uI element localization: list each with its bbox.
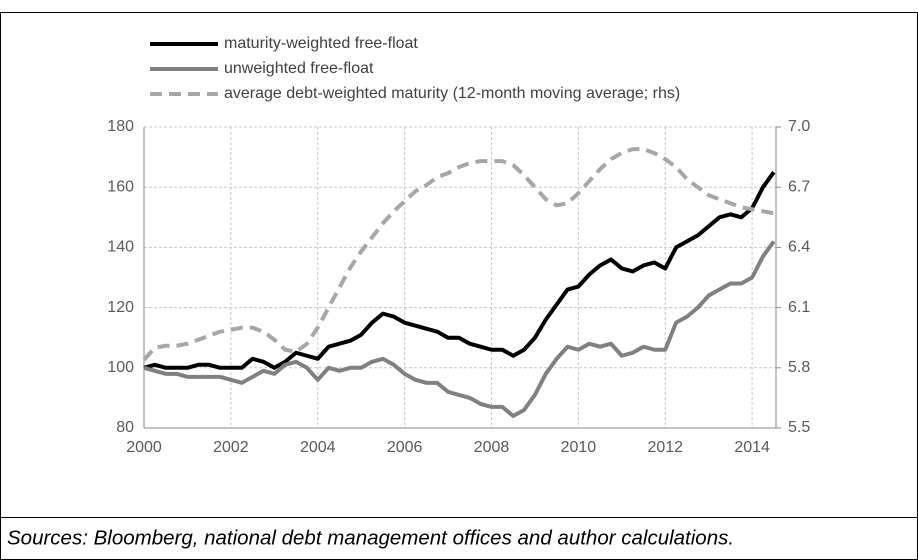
x-tick-label: 2008: [474, 439, 510, 456]
x-tick-label: 2002: [213, 439, 249, 456]
y2-tick-label: 6.4: [788, 239, 810, 256]
y-tick-label: 140: [107, 239, 134, 256]
series-line: [143, 170, 776, 370]
x-tick-label: 2006: [387, 439, 423, 456]
y-tick-label: 160: [107, 178, 134, 195]
y-tick-label: 180: [107, 118, 134, 135]
legend-label: unweighted free-float: [224, 60, 374, 77]
y-tick-label: 100: [107, 359, 134, 376]
y2-tick-label: 6.7: [788, 178, 810, 195]
y2-tick-label: 5.5: [788, 419, 810, 436]
source-note: Sources: Bloomberg, national debt manage…: [7, 526, 734, 549]
y2-tick-label: 5.8: [788, 359, 810, 376]
x-tick-label: 2012: [647, 439, 683, 456]
y2-tick-label: 6.1: [788, 299, 810, 316]
x-tick-label: 2010: [561, 439, 597, 456]
y-tick-label: 120: [107, 299, 134, 316]
series-line: [142, 147, 775, 362]
x-tick-label: 2000: [126, 439, 162, 456]
series-line: [143, 240, 776, 418]
legend-label: average debt-weighted maturity (12-month…: [224, 85, 680, 102]
y-tick-label: 80: [116, 419, 134, 436]
x-tick-label: 2004: [300, 439, 336, 456]
legend-label: maturity-weighted free-float: [224, 35, 418, 52]
y2-tick-label: 7.0: [788, 118, 810, 135]
x-tick-label: 2014: [734, 439, 770, 456]
